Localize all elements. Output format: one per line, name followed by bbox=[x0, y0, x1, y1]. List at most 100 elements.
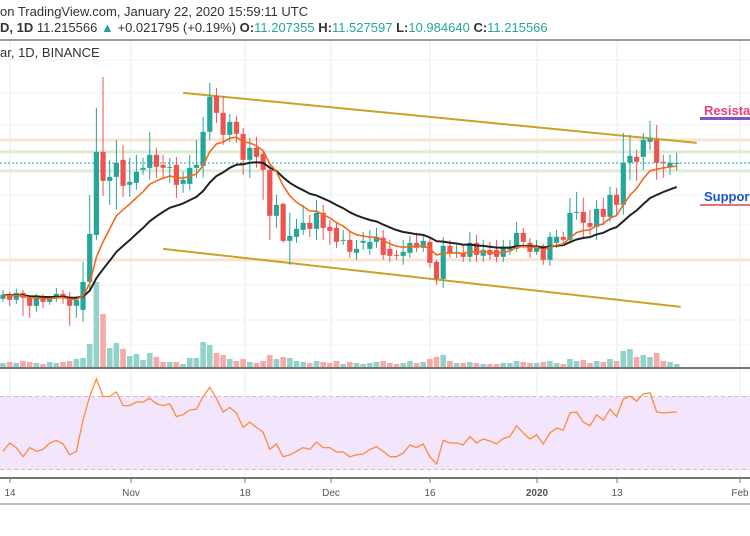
volume-bar bbox=[427, 359, 433, 367]
volume-bar bbox=[133, 354, 140, 367]
support-underline bbox=[700, 204, 750, 206]
candle-up bbox=[73, 299, 79, 306]
volume-bar bbox=[300, 362, 306, 367]
volume-bar bbox=[540, 362, 547, 367]
volume-bar bbox=[106, 348, 113, 367]
candle-up bbox=[640, 139, 646, 157]
price-change: +0.021795 (+0.19%) bbox=[117, 20, 237, 35]
candle-down bbox=[220, 112, 226, 135]
candle-up bbox=[513, 232, 520, 249]
volume-bar bbox=[493, 364, 500, 367]
candle-up bbox=[47, 298, 53, 302]
volume-bar bbox=[387, 363, 393, 367]
time-tick-label: 13 bbox=[611, 488, 623, 499]
candle-up bbox=[87, 233, 93, 282]
moving-average-slow bbox=[2, 161, 678, 299]
volume-bar bbox=[633, 357, 640, 367]
volume-bar bbox=[573, 361, 580, 367]
volume-bar bbox=[527, 363, 533, 367]
volume-bar bbox=[53, 363, 60, 367]
last-price: 11.215566 bbox=[36, 20, 98, 35]
candle-up bbox=[647, 138, 653, 142]
volume-bar bbox=[433, 357, 440, 367]
volume-bar bbox=[327, 363, 333, 367]
volume-bar bbox=[33, 363, 40, 367]
volume-bar bbox=[367, 363, 373, 367]
volume-bar bbox=[587, 363, 593, 367]
candle-down bbox=[393, 254, 400, 256]
candle-up bbox=[133, 171, 139, 183]
volume-bar bbox=[607, 359, 613, 367]
volume-bar bbox=[593, 361, 600, 367]
volume-bar bbox=[507, 363, 513, 367]
candle-down bbox=[233, 121, 240, 134]
time-tick-label: Dec bbox=[322, 488, 340, 499]
volume-bar bbox=[340, 364, 346, 367]
candle-up bbox=[147, 154, 153, 168]
volume-bar bbox=[393, 364, 400, 367]
close-label: C: bbox=[473, 20, 488, 35]
candle-down bbox=[7, 295, 13, 300]
volume-bar bbox=[73, 359, 80, 367]
volume-bar bbox=[673, 364, 680, 367]
candle-down bbox=[240, 133, 246, 160]
volume-bar bbox=[253, 363, 260, 367]
volume-bar bbox=[86, 344, 93, 367]
volume-bar bbox=[173, 362, 180, 367]
candle-up bbox=[607, 194, 613, 217]
candle-up bbox=[674, 163, 680, 165]
resistance-underline bbox=[700, 117, 750, 120]
volume-bar bbox=[667, 362, 673, 367]
volume-bar bbox=[213, 353, 220, 367]
candle-down bbox=[307, 222, 313, 229]
time-tick-label: 14 bbox=[4, 488, 16, 499]
volume-bar bbox=[413, 363, 420, 367]
volume-bar bbox=[287, 358, 293, 367]
high-value: 11.527597 bbox=[331, 20, 393, 35]
time-tick-label: Nov bbox=[122, 488, 140, 499]
candle-up bbox=[113, 162, 119, 177]
time-tick-label: Feb bbox=[731, 488, 749, 499]
volume-bar bbox=[620, 351, 627, 367]
volume-bar bbox=[166, 362, 173, 367]
volume-bar bbox=[533, 363, 540, 367]
candle-up bbox=[167, 166, 173, 168]
volume-bar bbox=[373, 362, 380, 367]
candle-up bbox=[567, 212, 573, 240]
candle-down bbox=[267, 169, 273, 216]
time-tick-label: 2020 bbox=[526, 488, 549, 499]
volume-bar bbox=[113, 343, 120, 367]
volume-bar bbox=[46, 362, 53, 367]
volume-bar bbox=[93, 282, 100, 367]
candle-up bbox=[340, 239, 346, 241]
candle-up bbox=[420, 240, 426, 248]
ohlc-legend: D, 1D 11.215566 ▲ +0.021795 (+0.19%) O:1… bbox=[0, 20, 548, 35]
candle-down bbox=[560, 236, 566, 240]
candle-up bbox=[594, 208, 600, 227]
publish-info: on TradingView.com, January 22, 2020 15:… bbox=[0, 4, 309, 19]
candle-up bbox=[554, 236, 560, 243]
candle-down bbox=[67, 296, 73, 306]
candle-down bbox=[614, 194, 620, 205]
candle-up bbox=[107, 176, 113, 181]
candle-up bbox=[200, 131, 206, 166]
resistance-label: Resistance bbox=[704, 103, 750, 118]
candle-down bbox=[634, 156, 640, 162]
candle-down bbox=[347, 239, 353, 252]
volume-bar bbox=[80, 358, 86, 367]
candle-down bbox=[280, 203, 286, 241]
candle-down bbox=[260, 153, 266, 170]
volume-bar bbox=[560, 364, 567, 367]
candle-up bbox=[227, 121, 233, 135]
volume-bar bbox=[627, 349, 633, 367]
volume-bar bbox=[460, 363, 467, 367]
candle-up bbox=[180, 179, 186, 184]
open-value: 11.207355 bbox=[254, 20, 315, 35]
candle-down bbox=[447, 245, 453, 253]
volume-bar bbox=[647, 357, 653, 367]
candle-up bbox=[440, 245, 446, 279]
candle-down bbox=[253, 147, 260, 157]
volume-bar bbox=[200, 342, 206, 367]
volume-bar bbox=[100, 314, 106, 367]
